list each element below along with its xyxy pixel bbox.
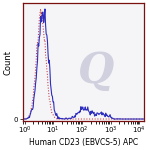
X-axis label: Human CD23 (EBVCS-5) APC: Human CD23 (EBVCS-5) APC	[29, 138, 138, 147]
Text: Q: Q	[78, 50, 114, 92]
Y-axis label: Count: Count	[3, 50, 12, 75]
